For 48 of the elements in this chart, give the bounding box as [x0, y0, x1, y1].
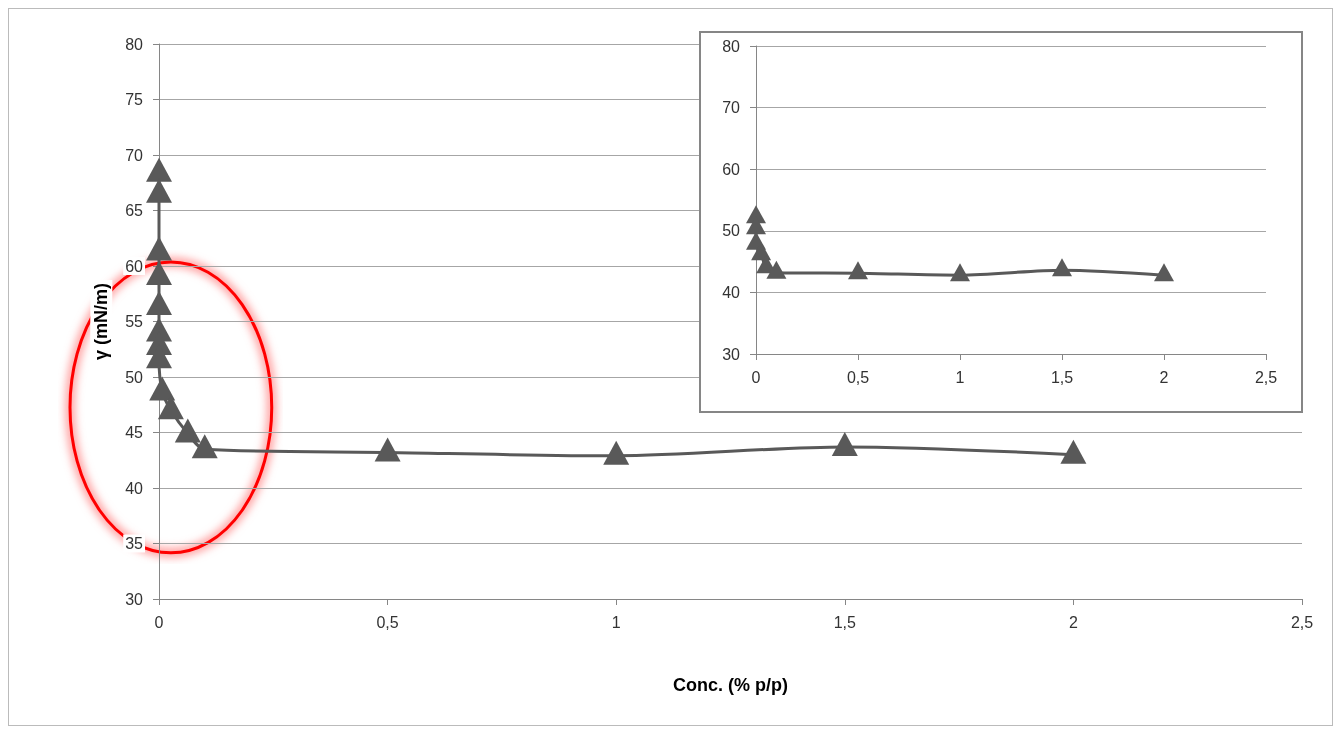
point	[191, 434, 218, 459]
point	[149, 376, 176, 401]
point	[1052, 258, 1072, 277]
y-tick-label: 50	[125, 368, 144, 386]
x-tick-label: 2,5	[1254, 368, 1278, 386]
y-tick-label: 35	[125, 535, 144, 552]
x-tick-label: 1	[611, 613, 621, 631]
x-tick-label: 2	[1068, 613, 1078, 631]
point	[174, 418, 201, 443]
y-tick-label: 30	[125, 590, 144, 608]
x-tick-label: 1,5	[1050, 368, 1074, 386]
y-tick-label: 65	[125, 202, 144, 219]
y-tick-label: 30	[722, 345, 741, 363]
y-tick-label: 70	[125, 146, 144, 164]
point	[603, 440, 630, 465]
y-tick-label: 70	[722, 99, 741, 117]
y-tick-label: 60	[722, 160, 741, 178]
x-tick-label: 1,5	[833, 613, 857, 631]
point	[848, 261, 868, 280]
point	[146, 157, 172, 182]
x-tick-label: 0,5	[376, 613, 399, 631]
point	[374, 437, 401, 462]
x-tick-label: 0	[154, 613, 164, 631]
x-tick-label: 0	[751, 368, 761, 386]
y-tick-label: 40	[722, 283, 741, 301]
point	[1060, 439, 1087, 464]
point	[831, 431, 858, 456]
point	[146, 260, 172, 285]
point	[950, 263, 970, 282]
x-tick-label: 2,5	[1290, 613, 1314, 631]
point	[146, 290, 172, 315]
x-axis-title: Conc. (% p/p)	[673, 675, 788, 695]
x-tick-label: 2	[1159, 368, 1169, 386]
x-tick-label: 0,5	[846, 368, 870, 386]
y-axis-title: γ (mN/m)	[91, 282, 112, 361]
point	[146, 178, 172, 203]
x-tick-label: 1	[955, 368, 965, 386]
point	[146, 236, 172, 261]
point	[1154, 263, 1174, 282]
y-tick-label: 60	[125, 257, 144, 275]
y-tick-label: 80	[125, 35, 144, 53]
y-tick-label: 40	[125, 479, 144, 497]
y-tick-label: 75	[125, 91, 144, 108]
y-tick-label: 80	[722, 37, 741, 55]
y-tick-label: 55	[125, 313, 144, 330]
y-tick-label: 45	[125, 424, 144, 441]
point	[766, 260, 787, 279]
y-tick-label: 50	[722, 222, 741, 240]
